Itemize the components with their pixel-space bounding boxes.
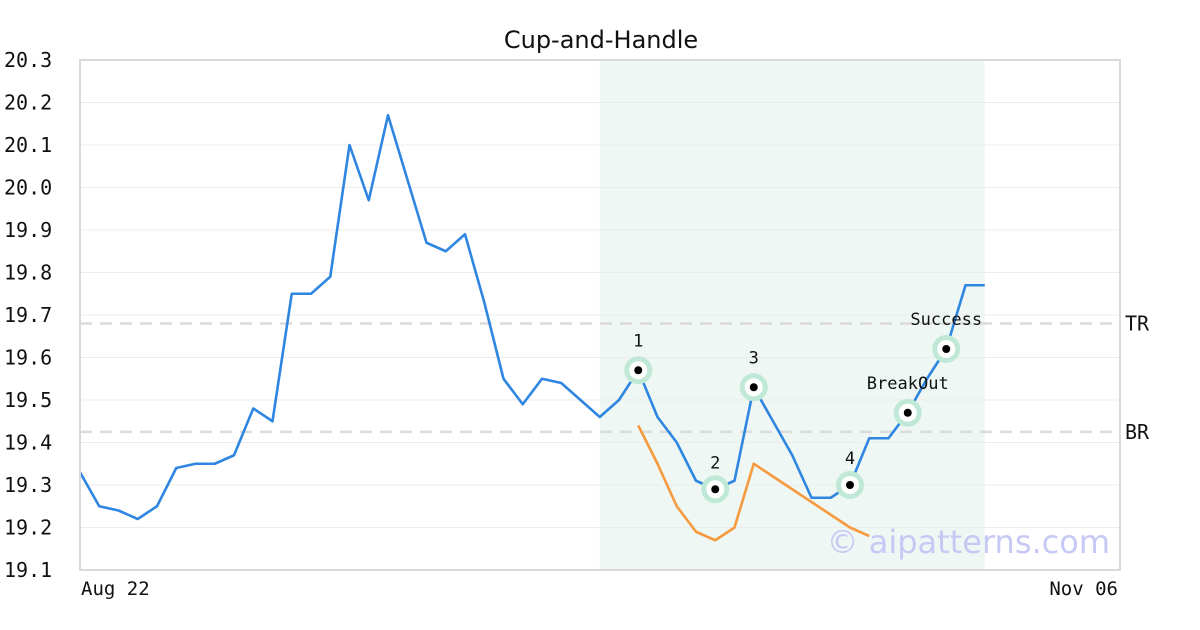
y-tick-label: 19.5 (4, 388, 52, 412)
x-label-start: Aug 22 (81, 578, 150, 600)
point-label: BreakOut (867, 374, 949, 394)
point-label: 4 (845, 449, 855, 469)
grid-lines (80, 59, 1120, 571)
y-tick-label: 19.1 (4, 558, 52, 582)
level-label: BR (1125, 420, 1150, 444)
y-tick-label: 19.4 (4, 431, 52, 455)
chart-title: Cup-and-Handle (504, 26, 698, 54)
level-lines: TR BR (80, 312, 1150, 444)
point-label: 3 (749, 348, 759, 368)
y-tick-label: 19.3 (4, 473, 52, 497)
point-dot (634, 366, 643, 375)
level-label: TR (1125, 312, 1150, 336)
y-tick-label: 20.0 (4, 176, 52, 200)
point-dot (711, 485, 720, 494)
y-tick-label: 19.9 (4, 218, 52, 242)
point-dot (846, 481, 854, 489)
point-label: Success (910, 310, 982, 330)
point-label: 1 (633, 331, 643, 351)
y-tick-label: 20.1 (4, 133, 52, 157)
y-tick-label: 19.2 (4, 516, 52, 540)
point-dot (942, 345, 951, 353)
y-axis-ticks: 20.3 20.2 20.1 20.0 19.9 19.8 19.7 19.6 19.5 19.4… (4, 48, 52, 582)
plot-frame (79, 59, 1121, 571)
x-label-end: Nov 06 (1049, 578, 1118, 600)
point-dot (903, 408, 912, 417)
y-tick-label: 19.7 (4, 303, 52, 327)
handle-line (637, 424, 870, 542)
y-tick-label: 19.8 (4, 261, 52, 285)
point-label: 2 (710, 453, 720, 473)
y-tick-label: 20.2 (4, 91, 52, 115)
watermark: © aipatterns.com (827, 523, 1110, 561)
point-dot (749, 383, 758, 392)
pattern-points: 1 2 3 4 BreakOut Success (624, 310, 982, 504)
price-line (78, 113, 985, 521)
y-tick-label: 20.3 (4, 48, 52, 72)
y-tick-label: 19.6 (4, 346, 52, 370)
